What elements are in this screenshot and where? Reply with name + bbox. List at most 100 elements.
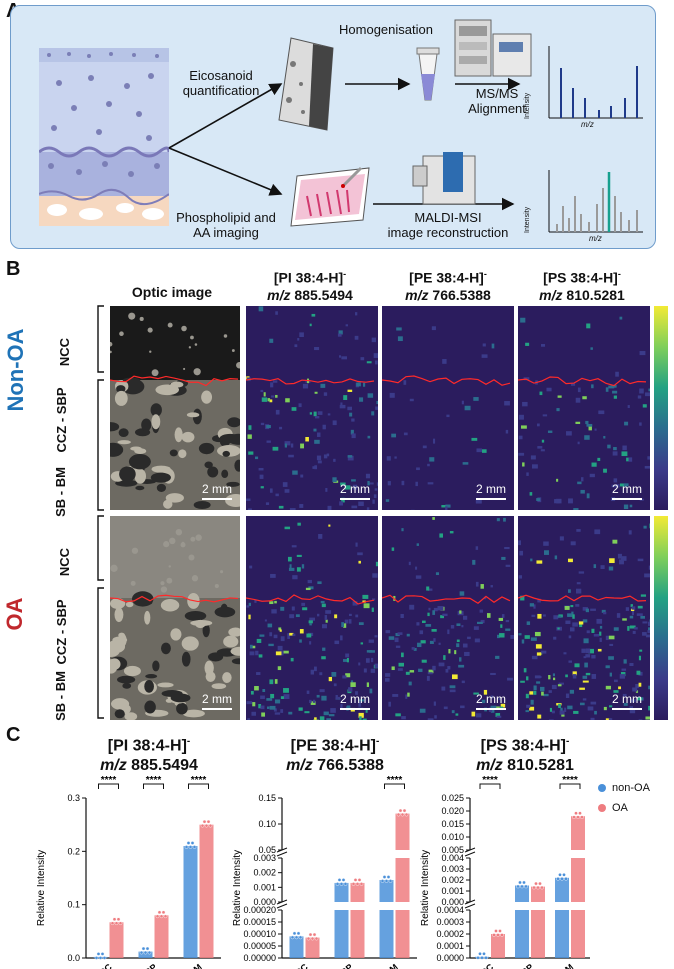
chart1-title: [PI 38:4-H]- m/z 885.5494 bbox=[100, 736, 198, 775]
data-point bbox=[498, 929, 502, 933]
maldi-mz-label: m/z bbox=[589, 234, 602, 243]
y-tick-label: 0.2 bbox=[67, 846, 80, 856]
data-point bbox=[163, 914, 168, 919]
zone-ccz-nonoa: CCZ - SBP bbox=[54, 387, 69, 453]
y-tick-label: 0.10 bbox=[258, 819, 276, 829]
y-tick-label: 0.3 bbox=[67, 793, 80, 803]
data-point bbox=[478, 951, 482, 956]
data-point bbox=[476, 955, 480, 960]
data-point bbox=[520, 884, 524, 889]
data-point bbox=[310, 936, 315, 941]
data-point bbox=[386, 875, 391, 879]
data-point bbox=[484, 955, 488, 960]
data-point bbox=[155, 914, 160, 919]
zone-sb-oa: SB - BM bbox=[53, 671, 68, 721]
significance-stars: **** bbox=[562, 775, 578, 786]
msms-mz-label: m/z bbox=[581, 120, 594, 129]
maldi-label: MALDI-MSI image reconstruction bbox=[387, 210, 509, 240]
data-point bbox=[402, 808, 407, 813]
y-tick-label: 0.00000 bbox=[243, 953, 276, 963]
data-point bbox=[580, 815, 584, 820]
scale-bar: 2 mm bbox=[476, 692, 506, 706]
y-tick-label: 0.005 bbox=[441, 845, 464, 855]
axis-break bbox=[276, 847, 288, 857]
scale-bar-line bbox=[202, 708, 232, 710]
data-point bbox=[118, 921, 123, 926]
image-oa-optic bbox=[110, 516, 240, 720]
data-point bbox=[522, 880, 526, 885]
data-point bbox=[337, 878, 342, 882]
bar bbox=[379, 880, 394, 902]
zone-brackets bbox=[97, 305, 104, 719]
scale-bar-line bbox=[476, 708, 506, 710]
significance-bracket bbox=[188, 783, 209, 789]
bar-segment bbox=[334, 910, 349, 958]
y-tick-label: 0.001 bbox=[253, 882, 276, 892]
image-nonoa-ps bbox=[518, 306, 650, 510]
data-point bbox=[143, 950, 148, 955]
y-tick-label: 0.002 bbox=[253, 868, 276, 878]
data-point bbox=[186, 841, 191, 845]
significance-stars: **** bbox=[482, 775, 498, 786]
x-tick-label: CCZ & SBP bbox=[492, 962, 536, 969]
data-point bbox=[384, 879, 389, 883]
bar bbox=[515, 885, 529, 902]
data-point bbox=[290, 935, 295, 940]
scale-bar: 2 mm bbox=[476, 482, 506, 496]
bar-segment bbox=[395, 910, 410, 958]
data-point bbox=[184, 845, 189, 849]
panel-b-label: B bbox=[6, 258, 21, 280]
scale-bar: 2 mm bbox=[340, 482, 370, 496]
axis-break bbox=[464, 899, 476, 909]
data-point bbox=[576, 815, 580, 820]
significance-bracket bbox=[143, 783, 164, 789]
zone-ccz-oa: CCZ - SBP bbox=[54, 599, 69, 665]
bar bbox=[334, 882, 349, 902]
significance-bracket bbox=[98, 783, 119, 789]
col-header-pe: [PE 38:4-H]- m/z 766.5388 bbox=[405, 269, 491, 303]
data-point bbox=[518, 880, 522, 885]
scale-bar-line bbox=[612, 708, 642, 710]
y-tick-label: 0.004 bbox=[441, 853, 464, 863]
data-point bbox=[574, 811, 578, 816]
y-tick-label: 0.05 bbox=[258, 845, 276, 855]
data-point bbox=[353, 878, 358, 882]
x-tick-label: SB & BM bbox=[168, 962, 204, 969]
colorbar-nonoa bbox=[654, 306, 668, 510]
bar-segment bbox=[515, 910, 529, 958]
data-point bbox=[312, 932, 317, 937]
data-point bbox=[341, 878, 346, 882]
data-point bbox=[480, 955, 484, 960]
legend-swatch-oa bbox=[598, 804, 606, 812]
panel-a-box: Intensity m/z Intensity m/z Homogenisati… bbox=[10, 5, 656, 249]
y-tick-label: 0.020 bbox=[441, 806, 464, 816]
significance-stars: **** bbox=[146, 775, 162, 786]
bar bbox=[531, 886, 545, 902]
significance-bracket bbox=[384, 783, 405, 789]
bar bbox=[305, 937, 320, 958]
data-point bbox=[562, 873, 566, 877]
data-point bbox=[96, 952, 101, 956]
data-point bbox=[159, 914, 164, 919]
data-point bbox=[536, 885, 540, 890]
data-point bbox=[351, 882, 356, 886]
x-tick-label: NCC bbox=[288, 962, 310, 969]
data-point bbox=[572, 815, 576, 820]
data-point bbox=[398, 808, 403, 813]
data-point bbox=[534, 881, 538, 886]
bar bbox=[555, 877, 569, 902]
data-point bbox=[556, 877, 560, 881]
image-oa-pi bbox=[246, 516, 378, 720]
group-label-oa: OA bbox=[2, 597, 27, 631]
y-tick-label: 0.015 bbox=[441, 819, 464, 829]
bar bbox=[491, 934, 505, 958]
data-point bbox=[388, 879, 393, 883]
data-point bbox=[202, 819, 207, 824]
scale-bar-line bbox=[340, 708, 370, 710]
data-point bbox=[200, 823, 205, 828]
scale-bar-line bbox=[340, 498, 370, 500]
data-point bbox=[145, 946, 150, 951]
image-oa-pe bbox=[382, 516, 514, 720]
cartilage-illustration bbox=[39, 48, 169, 226]
scale-bar-line bbox=[476, 498, 506, 500]
